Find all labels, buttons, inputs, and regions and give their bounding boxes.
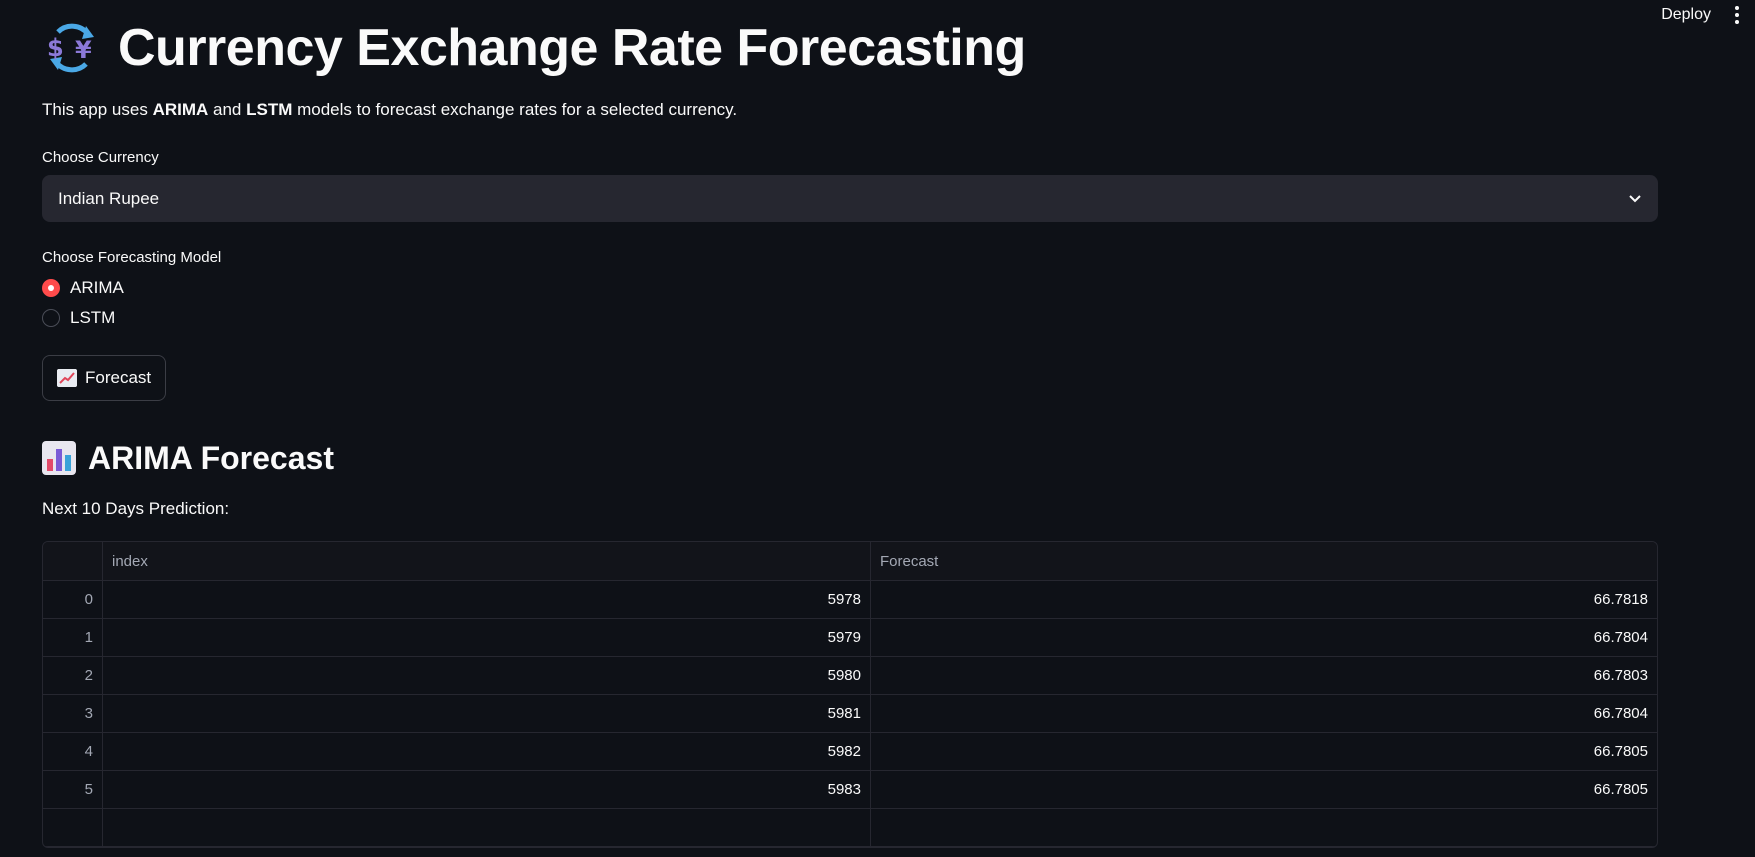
radio-option-arima[interactable]: ARIMA	[42, 273, 1658, 303]
row-number: 2	[43, 657, 103, 694]
currency-label: Choose Currency	[42, 149, 159, 166]
top-toolbar: Deploy	[1655, 0, 1755, 30]
intro-prefix: This app uses	[42, 100, 153, 119]
index-cell[interactable]: 5983	[103, 771, 871, 808]
row-number: 4	[43, 733, 103, 770]
row-number: 0	[43, 581, 103, 618]
currency-selected-value: Indian Rupee	[58, 188, 160, 208]
forecast-cell[interactable]: 66.7803	[1593, 667, 1648, 684]
currency-select[interactable]: Indian Rupee	[42, 175, 1658, 222]
column-header-rownum	[43, 542, 103, 580]
forecast-button[interactable]: Forecast	[42, 355, 167, 401]
table-row-partial	[43, 809, 1657, 847]
radio-label-lstm: LSTM	[70, 308, 116, 327]
result-subheading: Next 10 Days Prediction:	[42, 499, 230, 518]
column-header-forecast[interactable]: Forecast	[880, 552, 939, 570]
page-title: Currency Exchange Rate Forecasting	[118, 19, 1026, 77]
forecast-table[interactable]: index Forecast 0 5978 66.7818 1 5979 66.…	[42, 541, 1658, 848]
row-number-empty	[43, 809, 103, 846]
intro-text: This app uses ARIMA and LSTM models to f…	[42, 100, 1658, 120]
result-header: ARIMA Forecast	[42, 437, 1658, 479]
intro-suffix: models to forecast exchange rates for a …	[292, 100, 738, 119]
model-label: Choose Forecasting Model	[42, 249, 222, 266]
index-cell[interactable]: 5979	[103, 619, 871, 656]
table-row: 3 5981 66.7804	[43, 695, 1657, 733]
forecast-cell[interactable]: 66.7818	[1593, 591, 1648, 608]
table-row: 4 5982 66.7805	[43, 733, 1657, 771]
svg-text:$: $	[47, 34, 64, 62]
radio-option-lstm[interactable]: LSTM	[42, 303, 1658, 333]
chart-increasing-icon	[57, 369, 77, 387]
table-header-row: index Forecast	[43, 542, 1657, 581]
index-cell[interactable]: 5978	[103, 581, 871, 618]
bar-chart-icon	[42, 441, 76, 475]
table-row: 1 5979 66.7804	[43, 619, 1657, 657]
page-header: $ ¥ Currency Exchange Rate Forecasting	[42, 16, 1658, 80]
svg-text:¥: ¥	[75, 36, 92, 64]
row-number: 1	[43, 619, 103, 656]
radio-label-arima: ARIMA	[70, 278, 124, 297]
radio-unselected-icon	[42, 309, 60, 327]
index-cell[interactable]: 5982	[103, 733, 871, 770]
column-header-index[interactable]: index	[103, 542, 871, 580]
deploy-button[interactable]: Deploy	[1661, 6, 1711, 23]
index-cell-empty	[103, 809, 871, 846]
chevron-down-icon	[1629, 194, 1641, 202]
forecast-button-label: Forecast	[85, 368, 152, 387]
index-cell[interactable]: 5981	[103, 695, 871, 732]
table-row: 0 5978 66.7818	[43, 581, 1657, 619]
forecast-cell-empty	[871, 809, 1657, 846]
forecast-cell[interactable]: 66.7804	[1593, 629, 1648, 646]
index-cell[interactable]: 5980	[103, 657, 871, 694]
model-radio-group: ARIMA LSTM	[42, 273, 1658, 333]
forecast-cell[interactable]: 66.7805	[1593, 781, 1648, 798]
result-heading: ARIMA Forecast	[88, 439, 334, 476]
intro-connector: and	[208, 100, 247, 119]
forecast-cell[interactable]: 66.7804	[1593, 705, 1648, 722]
radio-selected-icon	[42, 279, 60, 297]
intro-model-1: ARIMA	[152, 100, 209, 119]
table-row: 5 5983 66.7805	[43, 771, 1657, 809]
currency-exchange-icon: $ ¥	[47, 23, 94, 73]
table-row: 2 5980 66.7803	[43, 657, 1657, 695]
main-content: $ ¥ Currency Exchange Rate Forecasting T…	[42, 0, 1658, 848]
intro-model-2: LSTM	[246, 100, 293, 119]
forecast-cell[interactable]: 66.7805	[1593, 743, 1648, 760]
main-menu-icon[interactable]	[1731, 2, 1743, 28]
row-number: 3	[43, 695, 103, 732]
row-number: 5	[43, 771, 103, 808]
